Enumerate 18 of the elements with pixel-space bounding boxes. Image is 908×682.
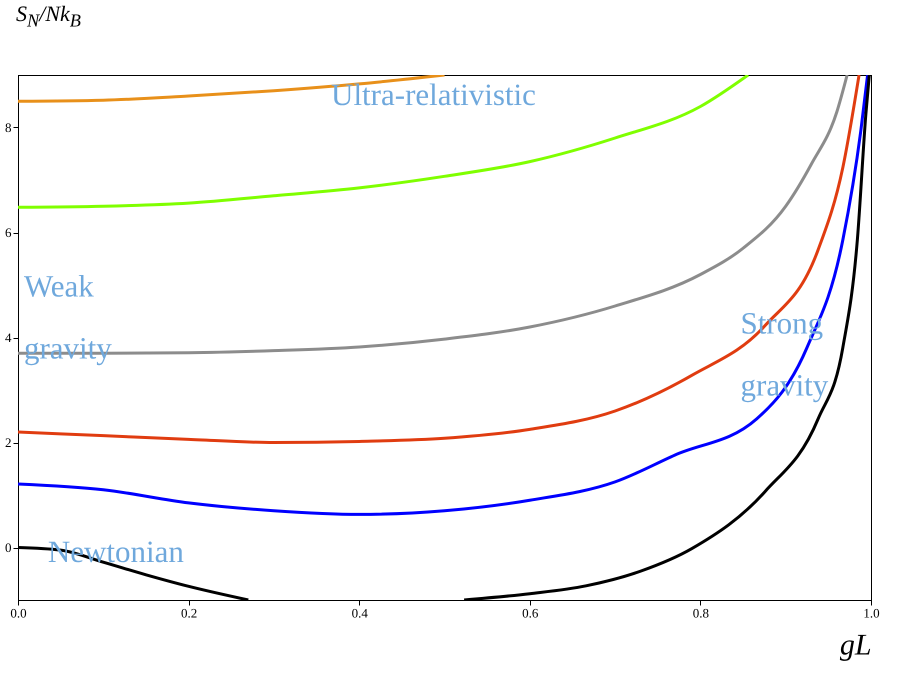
- line-series: [18, 75, 750, 209]
- x-tick-label: 0.6: [522, 606, 539, 620]
- y-tick-label: 0: [5, 540, 12, 555]
- x-tick-label: 0.4: [352, 606, 368, 620]
- annotation: Ultra-relativistic: [331, 77, 536, 112]
- x-axis-title: gL: [840, 628, 872, 662]
- x-tick-label: 0.2: [180, 606, 198, 620]
- y-tick-label: 2: [5, 435, 12, 450]
- annotation: Newtonian: [48, 534, 184, 569]
- x-tick-label: 0.8: [692, 606, 710, 620]
- line-series: [18, 75, 861, 444]
- y-tick-label: 4: [5, 330, 12, 345]
- x-tick-label: 0.0: [10, 606, 27, 620]
- x-tick-label: 1.0: [863, 606, 880, 620]
- y-tick-label: 6: [5, 225, 12, 240]
- y-axis-title: S$_{N}$/Nk$_{B}$: [16, 1, 81, 31]
- y-tick-label: 8: [5, 120, 12, 135]
- line-series: [18, 75, 870, 516]
